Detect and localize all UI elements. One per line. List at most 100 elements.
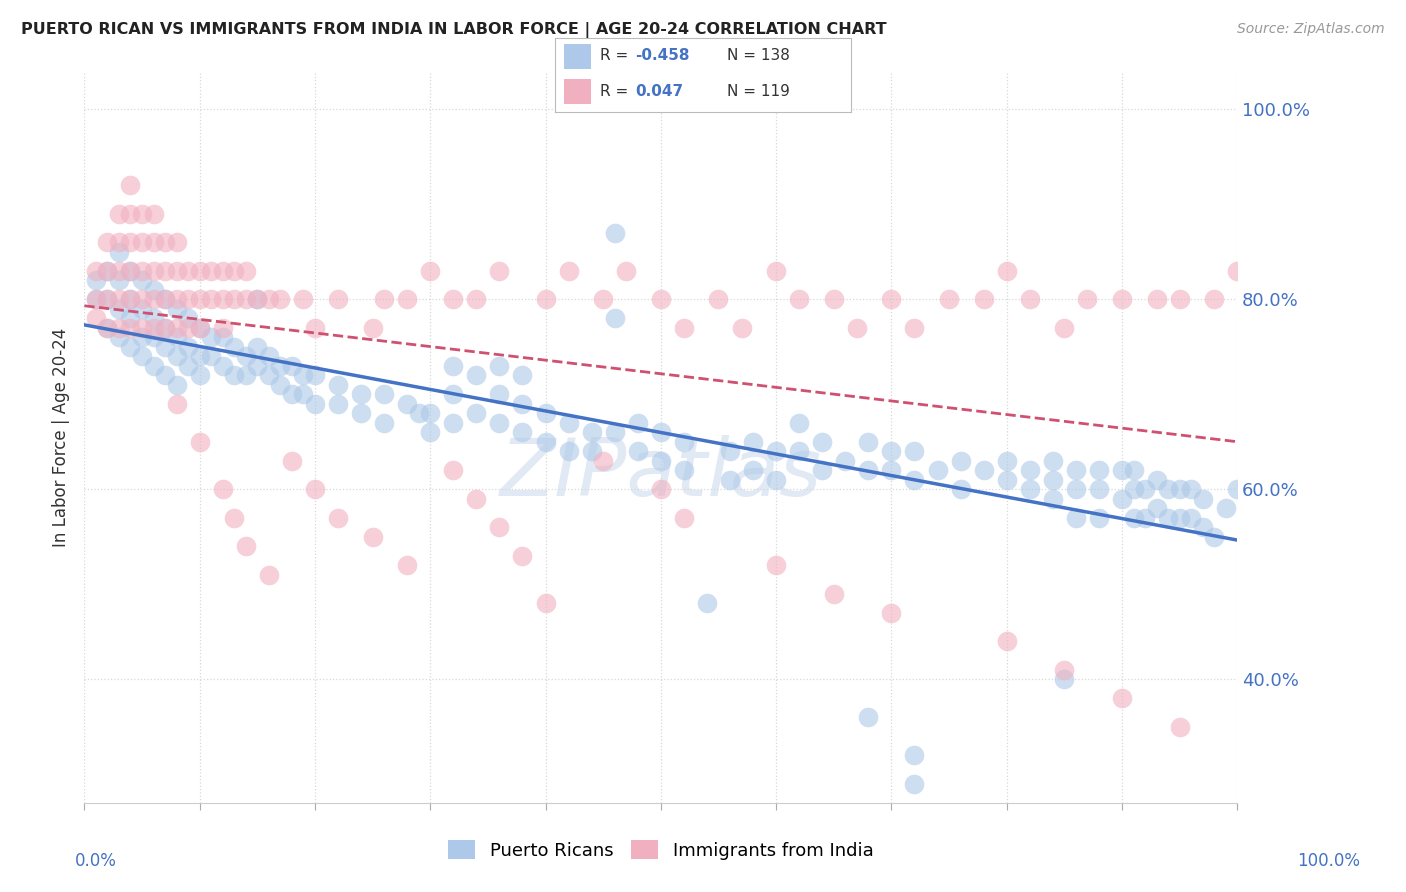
Point [84, 311, 107, 326]
Point [188, 321, 211, 335]
Text: Source: ZipAtlas.com: Source: ZipAtlas.com [1237, 22, 1385, 37]
Point [903, 473, 925, 487]
Point [650, 454, 672, 468]
Point [120, 178, 142, 193]
Point [224, 511, 246, 525]
Point [142, 330, 165, 344]
Point [257, 567, 280, 582]
Point [419, 425, 441, 440]
Point [512, 549, 534, 563]
Point [84, 273, 107, 287]
Point [1053, 663, 1076, 677]
Point [177, 293, 200, 307]
Point [131, 264, 153, 278]
Point [166, 301, 188, 316]
Point [177, 340, 200, 354]
Point [534, 406, 557, 420]
Point [672, 463, 695, 477]
Point [166, 330, 188, 344]
Y-axis label: In Labor Force | Age 20-24: In Labor Force | Age 20-24 [52, 327, 70, 547]
Point [326, 397, 349, 411]
Point [211, 293, 233, 307]
Point [823, 293, 845, 307]
Point [142, 283, 165, 297]
Point [650, 483, 672, 497]
Point [166, 349, 188, 363]
Point [292, 368, 315, 383]
Point [592, 293, 614, 307]
Point [96, 264, 118, 278]
Point [1191, 520, 1213, 534]
Point [858, 463, 880, 477]
Point [765, 473, 787, 487]
Text: N = 119: N = 119 [727, 84, 790, 98]
Point [211, 264, 233, 278]
Point [581, 444, 603, 458]
Point [441, 387, 464, 401]
Point [787, 293, 810, 307]
Point [627, 416, 650, 430]
Point [120, 293, 142, 307]
Point [235, 368, 257, 383]
Point [1042, 454, 1064, 468]
Point [1111, 463, 1133, 477]
Point [373, 416, 395, 430]
Point [224, 368, 246, 383]
Point [188, 293, 211, 307]
Point [1157, 511, 1180, 525]
Point [142, 207, 165, 221]
Point [281, 387, 304, 401]
Point [166, 397, 188, 411]
Point [1204, 293, 1226, 307]
Point [131, 321, 153, 335]
Point [131, 207, 153, 221]
Point [1122, 463, 1144, 477]
Text: 0.047: 0.047 [636, 84, 683, 98]
Point [1111, 691, 1133, 706]
Point [96, 321, 118, 335]
Point [465, 368, 488, 383]
Point [326, 511, 349, 525]
Point [120, 264, 142, 278]
Point [153, 368, 176, 383]
Point [465, 293, 488, 307]
Point [269, 377, 291, 392]
Point [903, 444, 925, 458]
Text: R =: R = [599, 84, 633, 98]
Point [650, 425, 672, 440]
Point [350, 406, 373, 420]
Bar [564, 45, 591, 69]
Point [131, 330, 153, 344]
Point [880, 293, 903, 307]
Point [257, 293, 280, 307]
Point [153, 321, 176, 335]
Point [765, 264, 787, 278]
Point [188, 321, 211, 335]
Point [1018, 293, 1040, 307]
Point [557, 264, 579, 278]
Point [373, 387, 395, 401]
Point [224, 293, 246, 307]
Point [903, 748, 925, 763]
Point [224, 264, 246, 278]
Point [304, 321, 326, 335]
Text: ZIPatlas: ZIPatlas [499, 434, 823, 513]
Point [557, 416, 579, 430]
Point [281, 359, 304, 373]
Point [880, 606, 903, 620]
Point [120, 311, 142, 326]
Point [246, 293, 269, 307]
Point [120, 340, 142, 354]
Point [396, 293, 419, 307]
Point [304, 483, 326, 497]
Point [200, 349, 222, 363]
Point [730, 321, 752, 335]
Point [419, 406, 441, 420]
Point [177, 311, 200, 326]
Point [787, 444, 810, 458]
Point [120, 264, 142, 278]
Point [373, 293, 395, 307]
Point [581, 425, 603, 440]
Point [441, 359, 464, 373]
Point [603, 425, 626, 440]
